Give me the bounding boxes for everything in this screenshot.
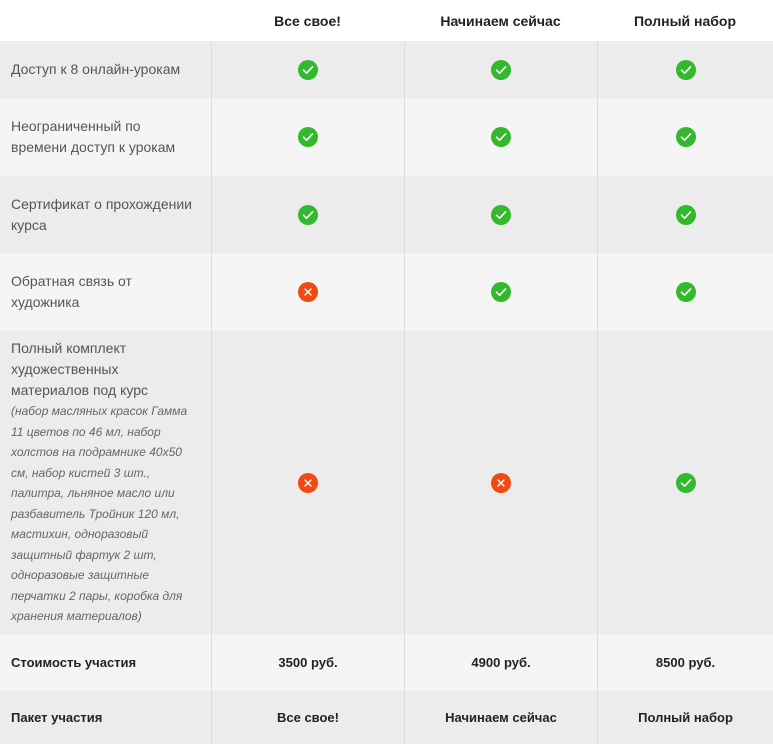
check-icon [298,59,318,80]
feature-note: (набор масляных красок Гамма 11 цветов п… [11,404,188,624]
feature-value-cell [211,41,404,98]
package-option-3[interactable]: Полный набор [638,710,733,725]
check-icon [298,204,318,225]
feature-value-cell [211,98,404,176]
feature-label: Доступ к 8 онлайн-урокам [11,61,181,77]
check-icon [491,59,511,80]
check-icon [491,282,511,302]
price-value: 3500 руб. [278,655,338,670]
price-value: 4900 руб. [471,655,531,670]
feature-label: Неограниченный по времени доступ к урока… [11,118,176,155]
feature-label-cell: Неограниченный по времени доступ к урока… [0,98,211,176]
price-label: Стоимость участия [11,655,137,670]
feature-value-cell [211,253,404,331]
cross-icon [298,472,318,493]
package-option-1[interactable]: Все свое! [276,710,339,725]
price-label-cell: Стоимость участия [0,634,211,691]
feature-row: Доступ к 8 онлайн-урокам [0,41,773,98]
package-cell[interactable]: Все свое! [211,691,404,744]
price-row: Стоимость участия 3500 руб. 4900 руб. 85… [0,634,773,691]
header-plan-3: Полный набор [597,0,773,41]
feature-label: Полный комплект художественных материало… [11,340,149,399]
feature-label-cell: Обратная связь от художника [0,253,211,331]
plan-1-name: Все свое! [274,12,341,29]
feature-value-cell [211,331,404,634]
table-header: Все свое! Начинаем сейчас Полный набор [0,0,773,41]
feature-label-cell: Доступ к 8 онлайн-урокам [0,41,211,98]
package-label: Пакет участия [11,710,103,725]
package-option-2[interactable]: Начинаем сейчас [445,710,557,725]
feature-label: Сертификат о прохождении курса [11,195,192,233]
feature-row: Полный комплект художественных материало… [0,331,773,634]
feature-value-cell [404,41,597,98]
feature-label: Обратная связь от художника [11,273,132,310]
feature-row: Неограниченный по времени доступ к урока… [0,98,773,176]
header-plan-2: Начинаем сейчас [404,0,597,41]
feature-value-cell [597,331,773,634]
feature-value-cell [404,253,597,331]
feature-value-cell [597,41,773,98]
package-label-cell: Пакет участия [0,691,211,744]
package-row: Пакет участия Все свое! Начинаем сейчас … [0,691,773,744]
package-cell[interactable]: Начинаем сейчас [404,691,597,744]
feature-label-cell: Полный комплект художественных материало… [0,331,211,634]
feature-value-cell [404,331,597,634]
feature-label-cell: Сертификат о прохождении курса [0,176,211,253]
feature-value-cell [597,176,773,253]
check-icon [675,59,696,80]
header-empty-cell [0,0,211,41]
package-cell[interactable]: Полный набор [597,691,773,744]
check-icon [675,282,696,302]
feature-row: Обратная связь от художника [0,253,773,331]
check-icon [675,204,696,225]
check-icon [491,204,511,225]
cross-icon [298,282,318,302]
feature-value-cell [404,176,597,253]
header-plan-1: Все свое! [211,0,404,41]
cross-icon [491,472,511,493]
feature-row: Сертификат о прохождении курса [0,176,773,253]
feature-value-cell [211,176,404,253]
check-icon [675,472,696,493]
price-cell: 4900 руб. [404,634,597,691]
feature-value-cell [597,98,773,176]
check-icon [675,127,696,147]
price-cell: 3500 руб. [211,634,404,691]
price-value: 8500 руб. [655,655,716,670]
plan-2-name: Начинаем сейчас [440,12,561,29]
check-icon [491,127,511,147]
feature-value-cell [404,98,597,176]
plan-3-name: Полный набор [633,12,737,29]
check-icon [298,127,318,147]
feature-value-cell [597,253,773,331]
price-cell: 8500 руб. [597,634,773,691]
